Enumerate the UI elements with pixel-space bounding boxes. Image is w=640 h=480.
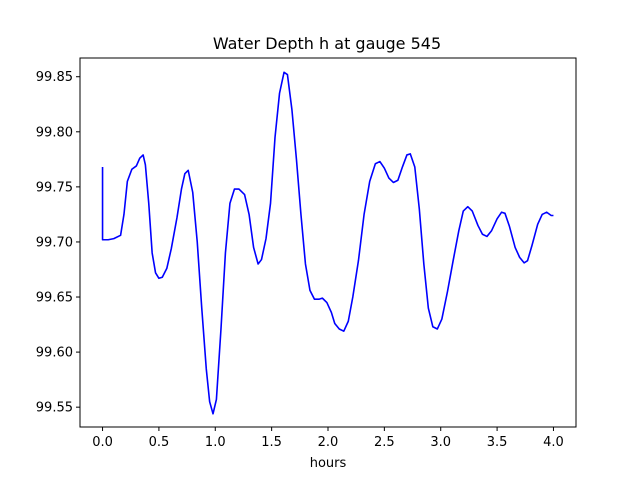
y-tick-label: 99.60 [36,346,73,361]
x-tick-label: 2.0 [318,435,339,450]
x-axis-label: hours [310,456,347,471]
plot-area [101,71,554,415]
axes-frame [79,57,577,428]
x-tick-label: 0.0 [92,435,113,450]
x-tick-label: 3.0 [430,435,451,450]
y-tick-label: 99.80 [36,125,73,140]
y-axis: 99.55 99.60 99.65 99.70 99.75 99.80 99.85 [36,70,80,416]
x-tick-label: 3.5 [487,435,508,450]
y-tick-label: 99.85 [36,70,73,85]
y-tick-label: 99.65 [36,291,73,306]
x-tick-label: 4.0 [543,435,564,450]
y-tick-label: 99.55 [36,401,73,416]
x-tick-label: 0.5 [149,435,170,450]
series-line-0 [101,71,554,415]
x-axis: 0.0 0.5 1.0 1.5 2.0 2.5 3.0 3.5 4.0 [92,427,564,450]
y-tick-label: 99.75 [36,180,73,195]
x-tick-label: 1.5 [261,435,282,450]
y-tick-label: 99.70 [36,235,73,250]
x-tick-label: 1.0 [205,435,226,450]
chart-title: Water Depth h at gauge 545 [213,34,441,53]
x-tick-label: 2.5 [374,435,395,450]
